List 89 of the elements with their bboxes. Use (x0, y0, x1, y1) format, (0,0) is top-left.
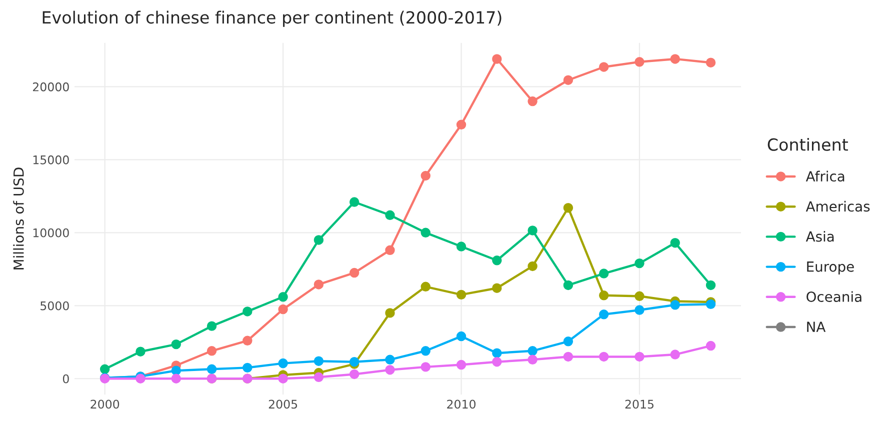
y-axis-title: Millions of USD (13, 168, 24, 270)
point (563, 336, 574, 346)
point (563, 202, 574, 213)
point (670, 54, 680, 64)
point (563, 280, 574, 290)
point (706, 299, 716, 310)
point (528, 261, 538, 272)
point (492, 54, 502, 64)
x-tick-label: 2010 (447, 400, 476, 409)
legend-label: NA (807, 322, 826, 332)
point (706, 280, 716, 290)
point (634, 305, 644, 315)
point (385, 308, 395, 318)
point (492, 283, 502, 293)
point (528, 346, 538, 356)
legend-label: Oceania (806, 291, 862, 302)
point (171, 374, 181, 384)
point (670, 238, 680, 248)
point (528, 354, 538, 365)
point (242, 336, 252, 346)
y-tick-label: 20000 (32, 82, 69, 92)
point (706, 340, 716, 351)
point (314, 356, 324, 366)
point (278, 292, 288, 302)
point (634, 352, 644, 362)
point (136, 346, 146, 356)
point (278, 374, 288, 384)
point (206, 364, 217, 374)
point (706, 58, 716, 68)
point (634, 57, 644, 67)
point (349, 356, 360, 367)
point (242, 362, 252, 373)
y-tick-label: 15000 (33, 155, 69, 164)
y-tick-label: 0 (62, 374, 69, 384)
point (385, 245, 395, 256)
y-tick-label: 10000 (33, 228, 69, 238)
point (456, 360, 466, 370)
point (598, 62, 609, 72)
legend-label: Africa (806, 170, 844, 182)
point (349, 197, 360, 207)
point (492, 356, 502, 367)
point (385, 354, 395, 365)
point (206, 346, 217, 356)
point (598, 310, 609, 320)
point (278, 358, 288, 368)
point (670, 300, 680, 310)
point (598, 290, 609, 300)
point (456, 290, 466, 300)
point (634, 258, 644, 268)
point (206, 321, 217, 331)
point (278, 304, 288, 314)
point (420, 362, 430, 372)
point (492, 256, 502, 266)
point (598, 352, 609, 362)
legend-label: Asia (806, 231, 834, 242)
point (385, 365, 395, 375)
point (492, 348, 502, 358)
legend-label: Europe (807, 262, 854, 275)
point (670, 350, 680, 360)
x-tick-label: 2015 (625, 400, 654, 409)
point (385, 210, 395, 220)
point (563, 75, 574, 85)
point (456, 331, 466, 342)
point (420, 346, 430, 356)
point (242, 306, 252, 316)
point (456, 120, 466, 130)
point (528, 226, 538, 236)
point (349, 369, 360, 380)
legend-label: Americas (806, 200, 870, 212)
point (314, 372, 324, 382)
point (100, 364, 110, 374)
point (420, 282, 430, 292)
point (420, 228, 430, 238)
point (563, 352, 574, 362)
point (171, 366, 181, 376)
point (634, 291, 644, 302)
point (314, 235, 324, 245)
x-tick-label: 2005 (268, 400, 298, 409)
chart-title: Evolution of chinese finance per continent (2000-2017) (42, 10, 502, 27)
point (171, 339, 181, 350)
point (314, 280, 324, 290)
point (456, 242, 466, 252)
y-tick-label: 5000 (40, 301, 69, 310)
x-tick-label: 2000 (90, 400, 120, 409)
point (598, 268, 609, 278)
point (349, 268, 360, 278)
point (528, 96, 538, 106)
legend-title: Continent (768, 138, 848, 151)
point (420, 170, 430, 181)
